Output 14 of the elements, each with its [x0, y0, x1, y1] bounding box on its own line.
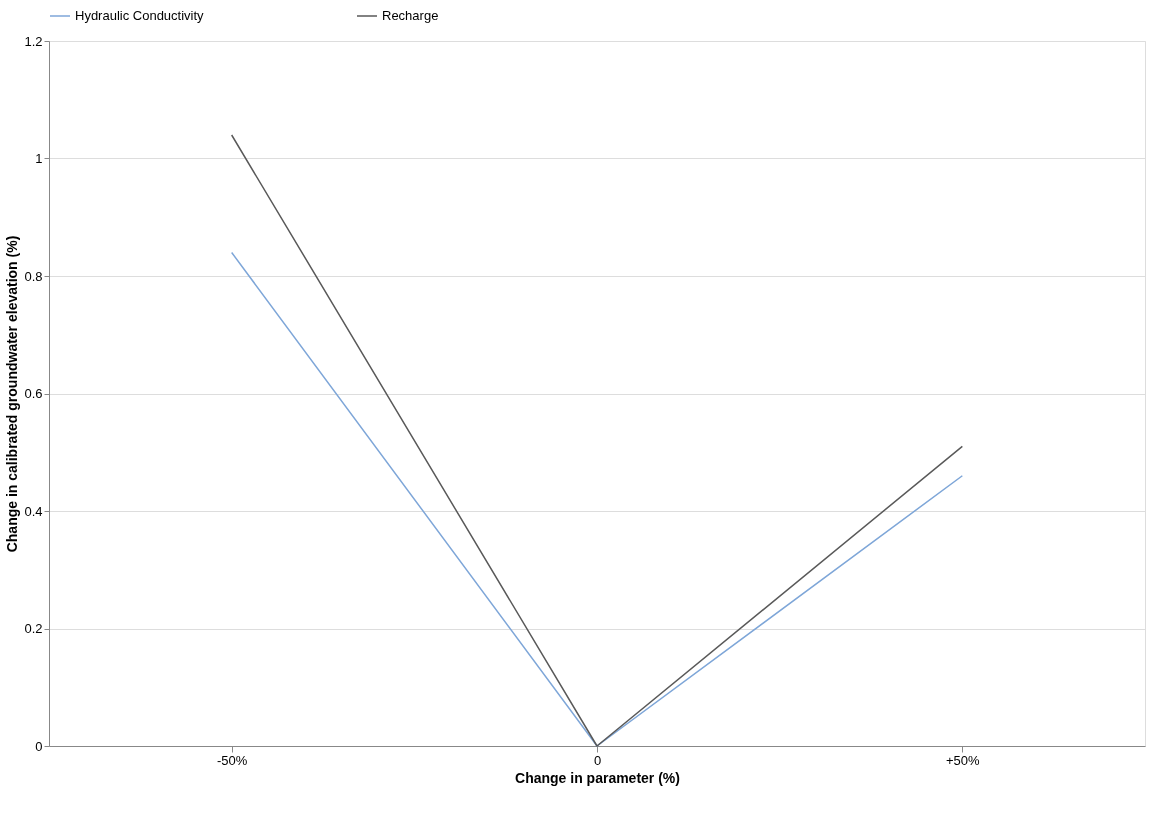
x-tick-label: 0: [593, 752, 602, 768]
x-axis-title: Change in parameter (%): [515, 769, 680, 786]
legend-label: Recharge: [382, 8, 439, 23]
y-tick-label: 0.2: [24, 621, 43, 636]
y-tick-label: 0: [35, 738, 43, 754]
x-tick-label: -50%: [216, 752, 248, 768]
y-tick-label: 0.8: [24, 268, 43, 284]
y-tick-label: 0.4: [24, 503, 43, 519]
legend-label: Hydraulic Conductivity: [75, 8, 205, 23]
y-tick-label: 0.6: [24, 386, 43, 401]
y-tick-label: 1: [35, 151, 43, 166]
y-axis-title: Change in calibrated groundwater elevation (%): [4, 235, 21, 553]
y-tick-label: 1.2: [24, 33, 43, 49]
x-tick-label: +50%: [946, 752, 981, 768]
